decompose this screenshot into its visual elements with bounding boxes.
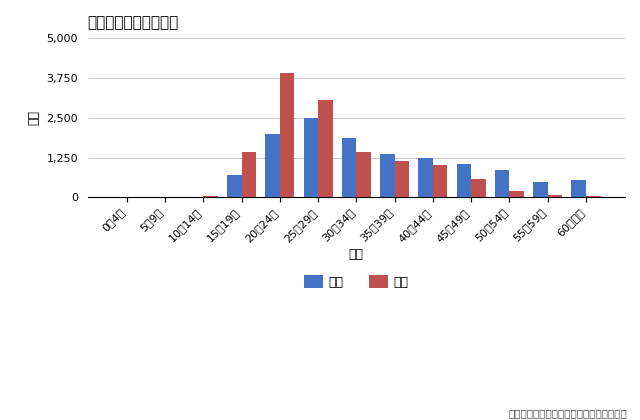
Text: 性器クラミジア感染症: 性器クラミジア感染症 <box>88 15 179 30</box>
X-axis label: 年齢: 年齢 <box>349 248 364 261</box>
Bar <box>303 118 318 197</box>
Bar <box>342 138 356 197</box>
Bar <box>318 100 333 197</box>
Bar <box>548 195 563 197</box>
Bar <box>204 196 218 197</box>
Bar <box>280 73 294 197</box>
Bar <box>227 175 241 197</box>
Bar <box>241 152 256 197</box>
Bar <box>533 182 548 197</box>
Bar <box>419 158 433 197</box>
Bar <box>356 152 371 197</box>
Bar <box>265 134 280 197</box>
Bar <box>572 181 586 197</box>
Bar <box>509 191 524 197</box>
Bar <box>457 164 471 197</box>
Bar <box>495 170 509 197</box>
Text: 出典：厚生労働省「性感染症報告数」より: 出典：厚生労働省「性感染症報告数」より <box>508 408 627 418</box>
Bar <box>380 154 395 197</box>
Bar <box>471 179 486 197</box>
Y-axis label: 人数: 人数 <box>28 110 41 125</box>
Legend: 男性, 女性: 男性, 女性 <box>299 270 414 294</box>
Bar <box>586 196 600 197</box>
Bar <box>395 161 409 197</box>
Bar <box>433 165 447 197</box>
